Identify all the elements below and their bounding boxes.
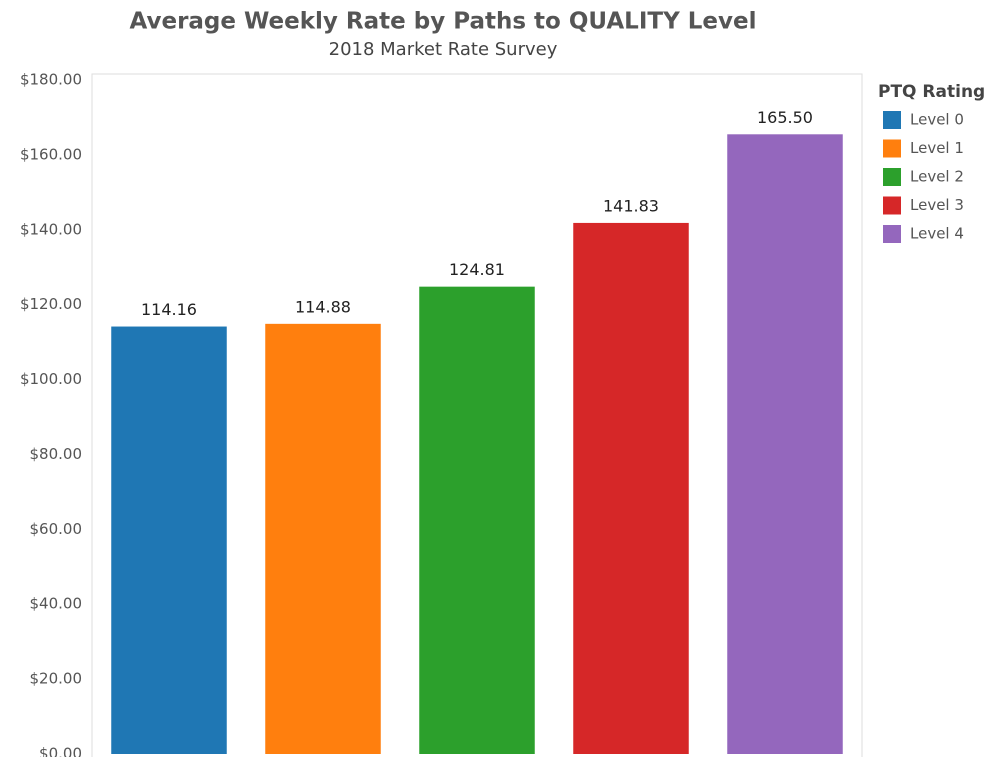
data-label: 124.81 <box>449 260 505 279</box>
y-tick-label: $100.00 <box>20 370 82 388</box>
legend-label: Level 2 <box>910 168 964 186</box>
chart-title: Average Weekly Rate by Paths to QUALITY … <box>130 9 757 35</box>
data-label: 114.16 <box>141 300 197 319</box>
y-tick-label: $180.00 <box>20 71 82 89</box>
y-tick-label: $160.00 <box>20 145 82 163</box>
plot-frame <box>91 73 863 757</box>
bar <box>111 326 227 754</box>
y-tick-label: $140.00 <box>20 220 82 238</box>
legend-label: Level 1 <box>910 139 964 157</box>
bar <box>419 286 535 754</box>
legend-swatch <box>883 225 901 243</box>
y-tick-label: $120.00 <box>20 295 82 313</box>
data-label: 114.88 <box>295 297 351 316</box>
legend-label: Level 3 <box>910 196 964 214</box>
bar <box>265 323 381 754</box>
y-tick-label: $0.00 <box>39 745 82 757</box>
y-tick-label: $20.00 <box>30 670 83 688</box>
legend-swatch <box>883 168 901 186</box>
legend-label: Level 0 <box>910 111 964 129</box>
data-label: 141.83 <box>603 196 659 215</box>
legend-title: PTQ Rating <box>878 82 985 102</box>
legend-swatch <box>883 196 901 215</box>
legend-label: Level 4 <box>910 225 964 243</box>
bar <box>727 134 843 755</box>
y-tick-label: $80.00 <box>30 445 83 463</box>
chart-subtitle: 2018 Market Rate Survey <box>329 39 558 60</box>
bar <box>573 222 689 755</box>
legend-swatch <box>883 139 901 158</box>
data-label: 165.50 <box>757 108 813 127</box>
y-tick-label: $60.00 <box>30 520 83 538</box>
y-tick-label: $40.00 <box>30 595 83 613</box>
legend-swatch <box>883 111 901 129</box>
